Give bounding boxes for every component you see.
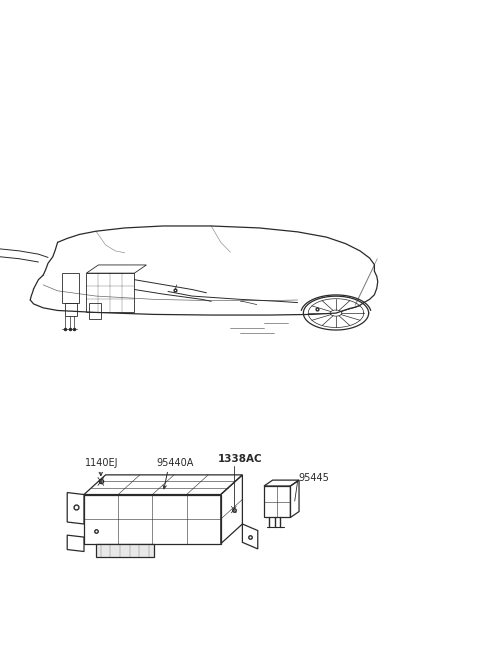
Text: 95445: 95445 xyxy=(299,473,329,483)
Text: 95440A: 95440A xyxy=(156,458,194,468)
Text: 1140EJ: 1140EJ xyxy=(85,458,119,468)
Text: 1338AC: 1338AC xyxy=(218,454,262,464)
Polygon shape xyxy=(96,544,154,557)
